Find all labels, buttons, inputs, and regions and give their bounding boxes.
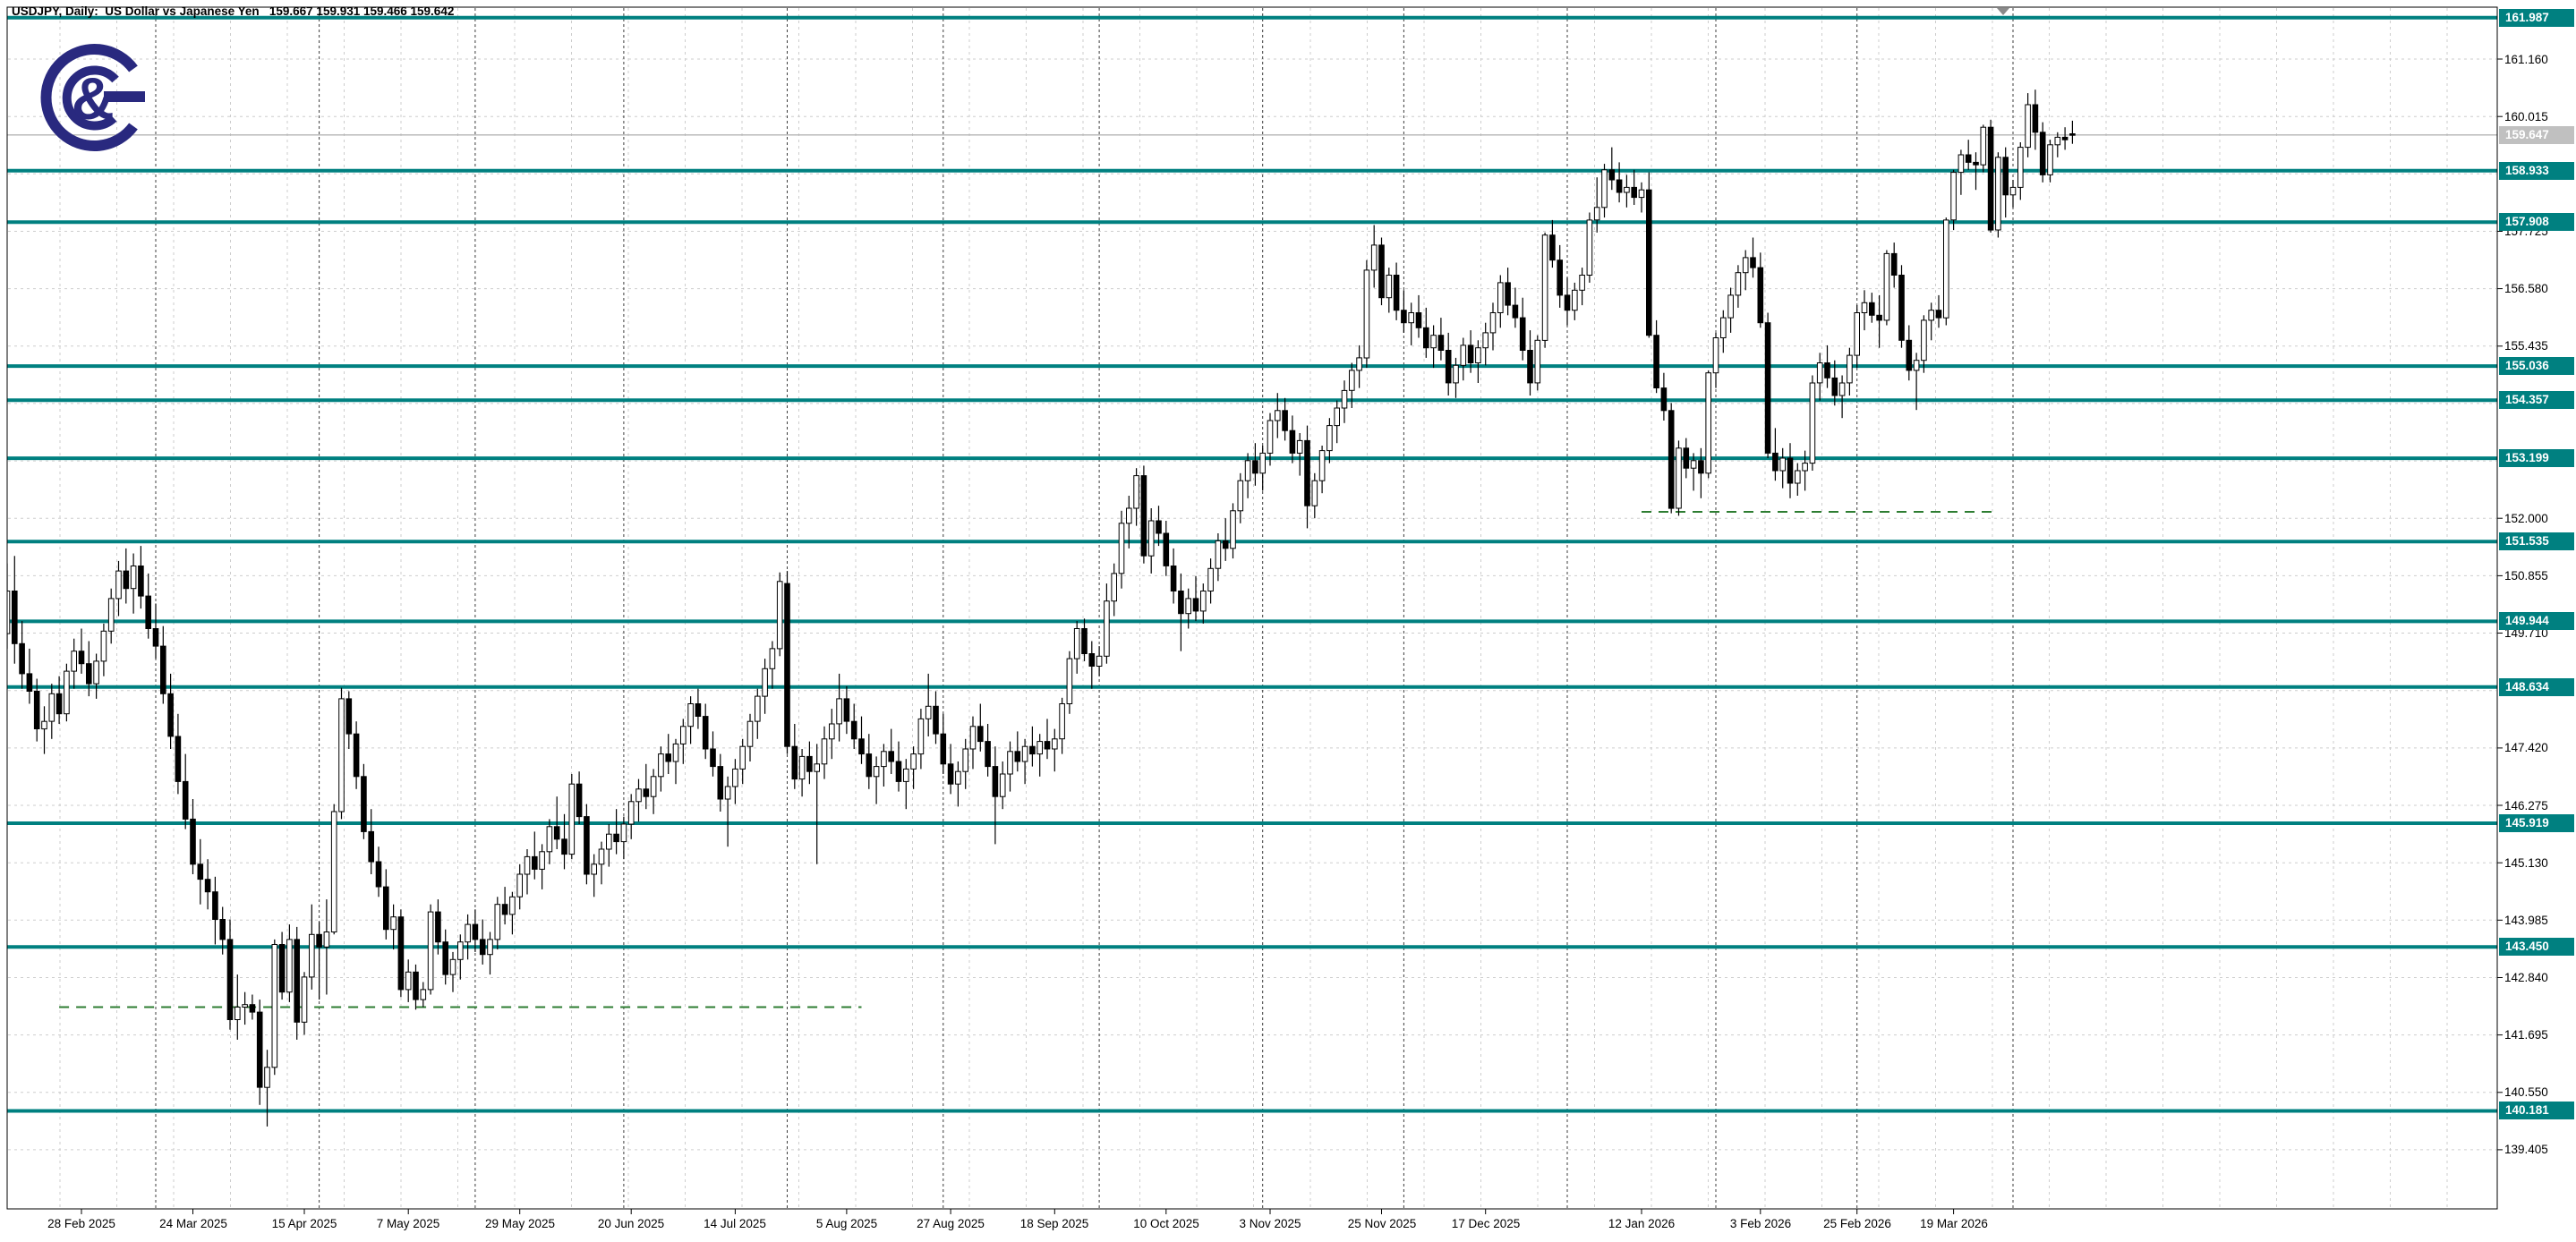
price-axis-label: 141.695: [2504, 1028, 2548, 1042]
price-axis-label: 142.840: [2504, 971, 2548, 984]
date-axis-label: 12 Jan 2026: [1608, 1217, 1676, 1230]
price-axis-label: 140.550: [2504, 1085, 2548, 1099]
date-axis-label: 5 Aug 2025: [815, 1217, 878, 1230]
level-price-label: 154.357: [2499, 391, 2574, 409]
current-price-label: 159.647: [2499, 126, 2574, 144]
date-axis-label: 7 May 2025: [376, 1217, 440, 1230]
price-axis-label: 160.015: [2504, 110, 2548, 123]
broker-logo: &: [40, 44, 145, 151]
price-axis-label: 139.405: [2504, 1143, 2548, 1156]
date-axis-label: 15 Apr 2025: [271, 1217, 337, 1230]
level-price-label: 161.987: [2499, 9, 2574, 27]
level-price-label: 149.944: [2499, 612, 2574, 630]
chart-shift-marker[interactable]: [1997, 8, 2009, 15]
date-axis-label: 25 Feb 2026: [1823, 1217, 1891, 1230]
date-axis-label: 14 Jul 2025: [704, 1217, 766, 1230]
price-axis-label: 150.855: [2504, 569, 2548, 583]
date-axis-label: 20 Jun 2025: [597, 1217, 665, 1230]
level-price-label: 140.181: [2499, 1102, 2574, 1119]
date-axis-label: 24 Mar 2025: [159, 1217, 227, 1230]
date-axis-label: 25 Nov 2025: [1347, 1217, 1417, 1230]
price-axis[interactable]: 161.160 160.015 157.725 156.580 155.435 152.0…: [2497, 0, 2576, 1242]
candles-layer: [7, 89, 2076, 1127]
level-price-label: 143.450: [2499, 938, 2574, 956]
date-axis-label: 3 Nov 2025: [1239, 1217, 1301, 1230]
price-axis-label: 146.275: [2504, 799, 2548, 812]
price-axis-label: 161.160: [2504, 53, 2548, 66]
date-axis-label: 17 Dec 2025: [1451, 1217, 1521, 1230]
chart-title: USDJPY, Daily: US Dollar vs Japanese Yen…: [12, 4, 455, 18]
time-axis[interactable]: 28 Feb 2025 24 Mar 2025 15 Apr 2025 7 May 2…: [0, 1209, 2576, 1242]
level-price-label: 151.535: [2499, 532, 2574, 550]
price-axis-label: 145.130: [2504, 856, 2548, 870]
level-price-label: 145.919: [2499, 814, 2574, 832]
date-axis-label: 27 Aug 2025: [917, 1217, 985, 1230]
price-axis-label: 156.580: [2504, 282, 2548, 295]
level-price-label: 157.908: [2499, 213, 2574, 231]
level-price-label: 148.634: [2499, 678, 2574, 696]
price-axis-label: 155.435: [2504, 339, 2548, 353]
date-axis-label: 10 Oct 2025: [1133, 1217, 1199, 1230]
date-axis-label: 19 Mar 2026: [1920, 1217, 1988, 1230]
level-price-label: 153.199: [2499, 449, 2574, 467]
level-price-label: 155.036: [2499, 357, 2574, 375]
price-axis-label: 152.000: [2504, 512, 2548, 525]
date-axis-label: 28 Feb 2025: [47, 1217, 115, 1230]
price-axis-label: 143.985: [2504, 914, 2548, 927]
level-price-label: 158.933: [2499, 162, 2574, 180]
date-axis-label: 3 Feb 2026: [1729, 1217, 1792, 1230]
date-axis-label: 18 Sep 2025: [1019, 1217, 1089, 1230]
date-axis-label: 29 May 2025: [484, 1217, 556, 1230]
logo-g-mark: [40, 44, 145, 151]
logo-ampersand: &: [72, 65, 115, 132]
price-axis-label: 147.420: [2504, 741, 2548, 754]
